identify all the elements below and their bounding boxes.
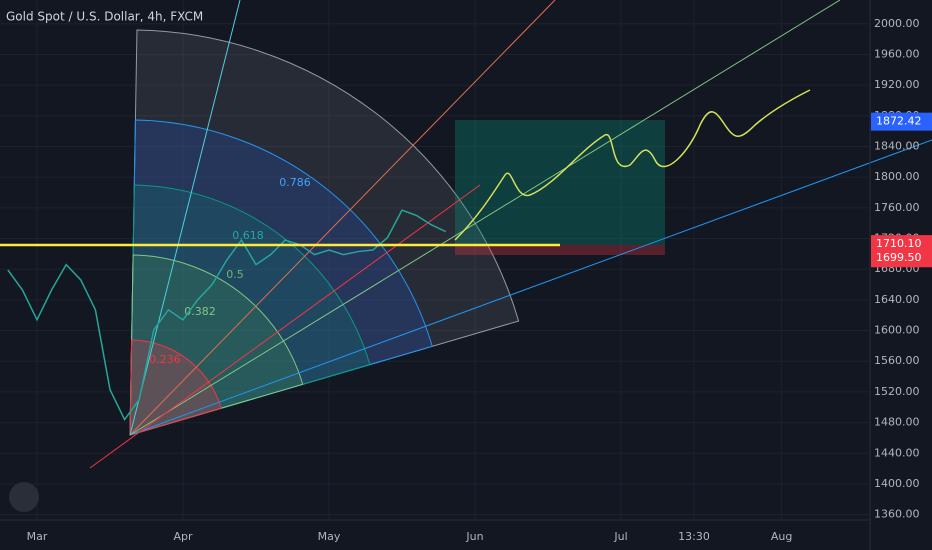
y-tick-label: 1840.00 <box>874 139 920 152</box>
y-tick-label: 1560.00 <box>874 354 920 367</box>
fan-line <box>129 0 841 436</box>
fib-label: 0.618 <box>232 229 264 242</box>
fan-line <box>129 0 556 436</box>
price-label: 1872.42 <box>876 115 922 128</box>
y-tick-label: 1480.00 <box>874 416 920 429</box>
fan-line <box>129 0 241 436</box>
x-tick-label: Apr <box>173 530 193 543</box>
x-tick-label: Aug <box>771 530 792 543</box>
y-tick-label: 2000.00 <box>874 17 920 30</box>
price-label-box <box>871 112 932 131</box>
y-tick-label: 1640.00 <box>874 293 920 306</box>
fib-arc <box>129 254 304 436</box>
x-tick-label: Mar <box>27 530 48 543</box>
stop-zone <box>455 245 665 255</box>
drawings <box>0 0 932 520</box>
y-tick-label: 1440.00 <box>874 446 920 459</box>
fib-label: 0.236 <box>149 353 181 366</box>
fib-label: 0.786 <box>279 176 311 189</box>
price-label-box <box>871 249 932 268</box>
y-tick-label: 1960.00 <box>874 47 920 60</box>
y-tick-label: 1400.00 <box>874 477 920 490</box>
chart-title: Gold Spot / U.S. Dollar, 4h, FXCM <box>6 10 203 24</box>
y-tick-label: 1760.00 <box>874 201 920 214</box>
x-tick-label: Jul <box>613 530 627 543</box>
x-tick-label: Jun <box>465 530 483 543</box>
fan-line <box>129 139 932 436</box>
price-line <box>7 209 447 421</box>
trend-line <box>89 184 481 469</box>
fib-label: 0.5 <box>226 268 244 281</box>
y-tick-label: 1920.00 <box>874 78 920 91</box>
target-zone <box>455 120 665 245</box>
fib-arc <box>129 29 520 436</box>
x-tick-label: 13:30 <box>678 530 710 543</box>
y-tick-label: 1600.00 <box>874 324 920 337</box>
price-label-box <box>871 235 932 254</box>
fib-arc <box>129 184 371 436</box>
price-label: 1710.10 <box>876 237 922 250</box>
logo[interactable] <box>9 482 39 512</box>
forecast-path <box>454 89 811 241</box>
y-tick-label: 1800.00 <box>874 170 920 183</box>
y-tick-label: 1360.00 <box>874 508 920 521</box>
fib-arc <box>129 119 433 436</box>
price-label: 1699.50 <box>876 251 922 264</box>
x-tick-label: May <box>318 530 341 543</box>
y-tick-label: 1520.00 <box>874 385 920 398</box>
